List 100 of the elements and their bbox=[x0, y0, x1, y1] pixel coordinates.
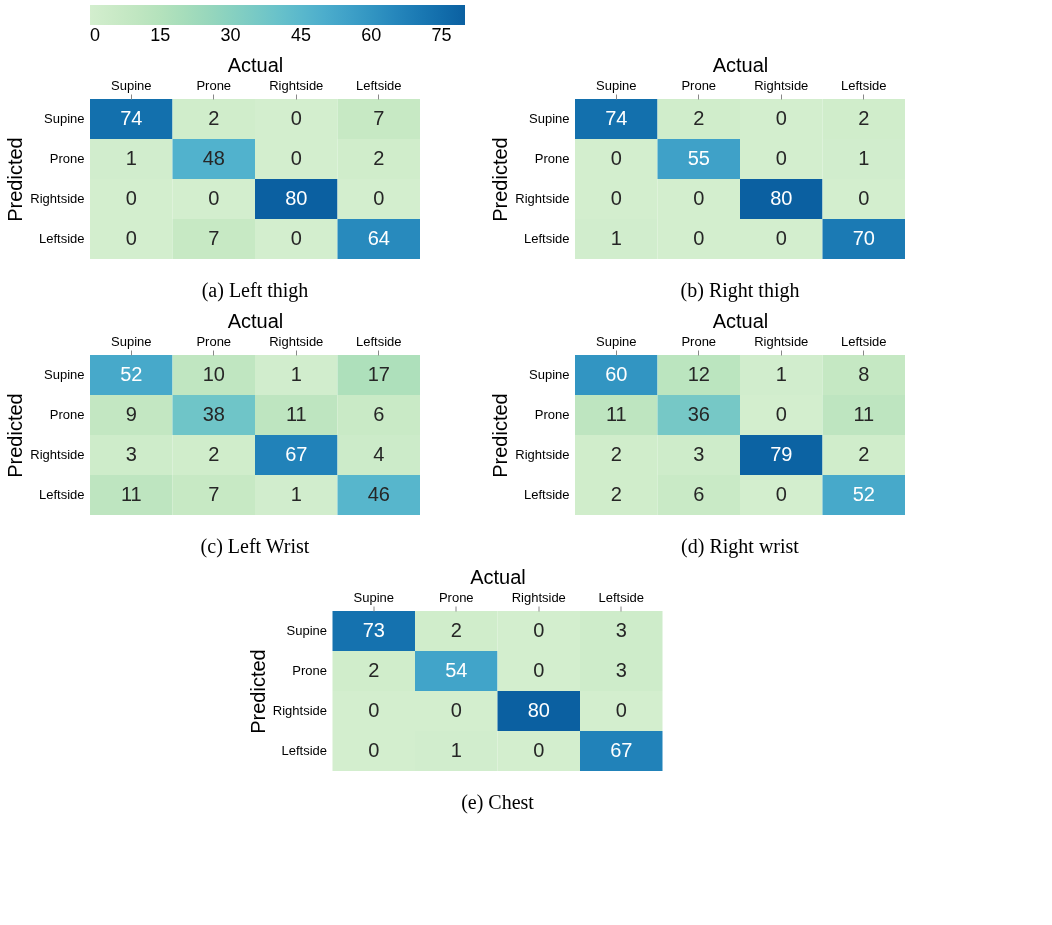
data-label: 0 bbox=[775, 227, 787, 249]
data-label: 2 bbox=[858, 443, 870, 465]
x-tick-label: Prone bbox=[196, 333, 232, 349]
data-label: 2 bbox=[368, 659, 380, 681]
data-label: 10 bbox=[202, 363, 225, 385]
data-label: 0 bbox=[693, 187, 705, 209]
data-label: 0 bbox=[290, 147, 302, 169]
data-label: 2 bbox=[450, 619, 462, 641]
data-label: 48 bbox=[202, 147, 225, 169]
data-label: 2 bbox=[208, 107, 220, 129]
x-tick-label: Rightside bbox=[754, 77, 809, 93]
data-label: 1 bbox=[450, 739, 462, 761]
x-axis-title: Actual bbox=[227, 309, 284, 332]
y-tick-label: Rightside bbox=[30, 447, 85, 462]
data-label: 0 bbox=[450, 699, 462, 721]
color-bar-label: 30 bbox=[220, 25, 241, 45]
data-label: 73 bbox=[362, 619, 385, 641]
x-tick-label: Prone bbox=[681, 333, 717, 349]
y-tick-label: Prone bbox=[534, 407, 570, 422]
data-label: 1 bbox=[858, 147, 870, 169]
x-axis-title: Actual bbox=[470, 565, 526, 588]
data-label: 0 bbox=[125, 187, 137, 209]
data-label: 11 bbox=[285, 403, 307, 425]
y-tick-label: Leftside bbox=[38, 231, 85, 246]
x-tick-label: Leftside bbox=[355, 333, 402, 349]
data-label: 3 bbox=[615, 619, 627, 641]
data-label: 1 bbox=[775, 363, 787, 385]
text: (d) Right wrist bbox=[681, 535, 800, 558]
data-label: 74 bbox=[605, 107, 628, 129]
data-label: 0 bbox=[368, 699, 380, 721]
data-label: 11 bbox=[120, 483, 142, 505]
y-tick-label: Supine bbox=[286, 623, 327, 638]
data-label: 64 bbox=[367, 227, 390, 249]
data-label: 2 bbox=[610, 443, 622, 465]
x-tick-label: Supine bbox=[596, 77, 637, 93]
data-label: 0 bbox=[533, 619, 545, 641]
x-tick-label: Rightside bbox=[754, 333, 809, 349]
x-axis-title: Actual bbox=[712, 53, 769, 76]
data-label: 0 bbox=[125, 227, 137, 249]
x-tick-label: Prone bbox=[196, 77, 232, 93]
data-label: 0 bbox=[693, 227, 705, 249]
data-label: 0 bbox=[858, 187, 870, 209]
y-tick-label: Prone bbox=[49, 151, 85, 166]
x-tick-label: Leftside bbox=[840, 77, 887, 93]
data-label: 67 bbox=[610, 739, 633, 761]
y-axis-title: Predicted bbox=[489, 393, 512, 478]
x-tick-label: Leftside bbox=[840, 333, 887, 349]
data-label: 0 bbox=[533, 659, 545, 681]
data-label: 7 bbox=[208, 227, 220, 249]
data-label: 2 bbox=[208, 443, 220, 465]
data-label: 6 bbox=[693, 483, 705, 505]
data-label: 74 bbox=[120, 107, 143, 129]
data-label: 0 bbox=[290, 227, 302, 249]
data-label: 60 bbox=[605, 363, 628, 385]
data-label: 0 bbox=[610, 187, 622, 209]
data-label: 0 bbox=[615, 699, 627, 721]
y-tick-label: Supine bbox=[44, 367, 85, 382]
data-label: 3 bbox=[125, 443, 137, 465]
data-label: 2 bbox=[373, 147, 385, 169]
y-tick-label: Supine bbox=[529, 111, 570, 126]
x-tick-label: Supine bbox=[596, 333, 637, 349]
data-label: 0 bbox=[373, 187, 385, 209]
y-axis-title: Predicted bbox=[489, 137, 512, 222]
data-label: 3 bbox=[693, 443, 705, 465]
x-tick-label: Leftside bbox=[355, 77, 402, 93]
data-label: 2 bbox=[693, 107, 705, 129]
y-tick-label: Prone bbox=[292, 663, 327, 678]
x-axis-title: Actual bbox=[227, 53, 284, 76]
data-label: 12 bbox=[687, 363, 710, 385]
color-bar-label: 45 bbox=[290, 25, 311, 45]
x-tick-label: Prone bbox=[681, 77, 717, 93]
color-bar-label: 15 bbox=[150, 25, 171, 45]
data-label: 80 bbox=[527, 699, 550, 721]
color-bar-label: 0 bbox=[90, 25, 101, 45]
data-label: 1 bbox=[290, 483, 302, 505]
data-label: 67 bbox=[285, 443, 308, 465]
data-label: 46 bbox=[367, 483, 390, 505]
text: (a) Left thigh bbox=[201, 279, 309, 302]
data-label: 6 bbox=[373, 403, 385, 425]
text: (c) Left Wrist bbox=[200, 535, 310, 558]
data-label: 1 bbox=[125, 147, 137, 169]
y-tick-label: Rightside bbox=[30, 191, 85, 206]
data-label: 7 bbox=[208, 483, 220, 505]
y-tick-label: Prone bbox=[534, 151, 570, 166]
y-tick-label: Rightside bbox=[515, 447, 570, 462]
data-label: 80 bbox=[770, 187, 793, 209]
x-tick-label: Leftside bbox=[598, 589, 645, 605]
data-label: 11 bbox=[605, 403, 627, 425]
data-label: 2 bbox=[858, 107, 870, 129]
color-bar-label: 60 bbox=[361, 25, 382, 45]
y-tick-label: Leftside bbox=[523, 487, 570, 502]
data-label: 1 bbox=[290, 363, 302, 385]
y-tick-label: Leftside bbox=[38, 487, 85, 502]
color-bar-label: 75 bbox=[431, 25, 452, 45]
y-tick-label: Rightside bbox=[515, 191, 570, 206]
text: (e) Chest bbox=[461, 791, 535, 814]
y-tick-label: Leftside bbox=[523, 231, 570, 246]
data-label: 38 bbox=[202, 403, 225, 425]
y-tick-label: Rightside bbox=[272, 703, 327, 718]
text: (b) Right thigh bbox=[680, 279, 800, 302]
